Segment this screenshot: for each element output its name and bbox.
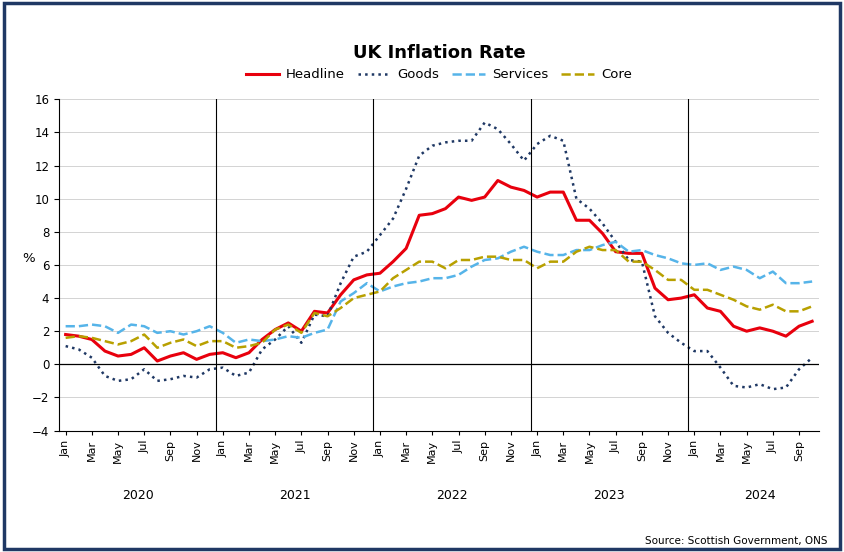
- Text: 2024: 2024: [744, 489, 776, 502]
- Y-axis label: %: %: [23, 252, 35, 265]
- Text: 2022: 2022: [436, 489, 468, 502]
- Text: 2021: 2021: [279, 489, 311, 502]
- Legend: Headline, Goods, Services, Core: Headline, Goods, Services, Core: [241, 63, 637, 87]
- Title: UK Inflation Rate: UK Inflation Rate: [353, 44, 525, 62]
- Text: 2023: 2023: [593, 489, 625, 502]
- Text: Source: Scottish Government, ONS: Source: Scottish Government, ONS: [645, 537, 827, 546]
- Text: 2020: 2020: [122, 489, 154, 502]
